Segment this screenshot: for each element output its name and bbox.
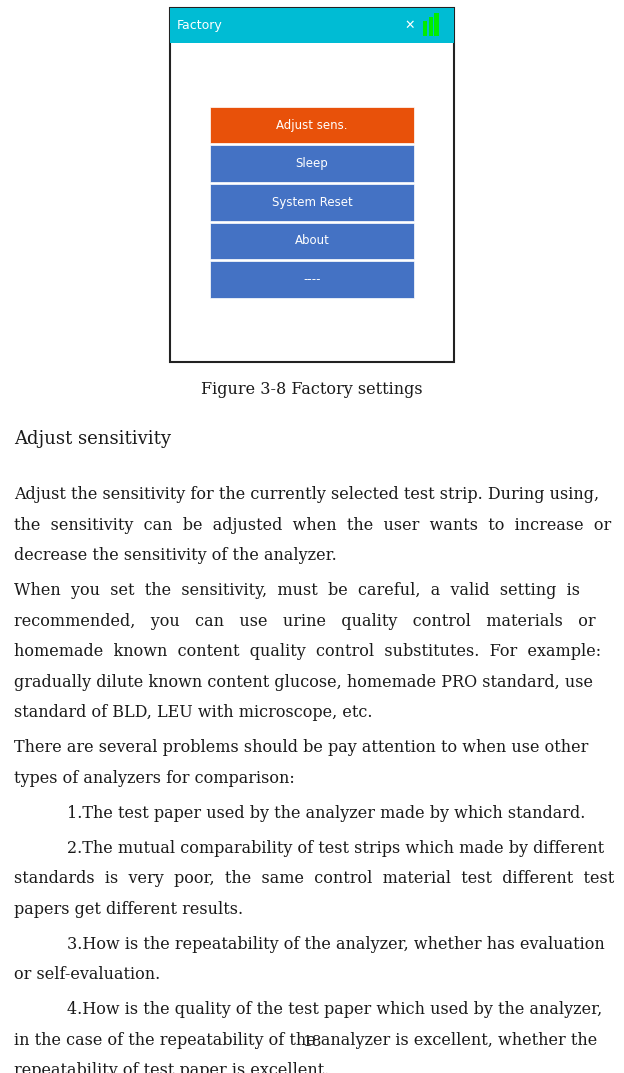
Text: repeatability of test paper is excellent.: repeatability of test paper is excellent… (14, 1062, 329, 1073)
FancyBboxPatch shape (210, 106, 414, 144)
Text: recommended,   you   can   use   urine   quality   control   materials   or: recommended, you can use urine quality c… (14, 613, 595, 630)
FancyBboxPatch shape (210, 261, 414, 297)
Text: in the case of the repeatability of the analyzer is excellent, whether the: in the case of the repeatability of the … (14, 1032, 597, 1048)
Text: types of analyzers for comparison:: types of analyzers for comparison: (14, 770, 295, 787)
FancyBboxPatch shape (429, 17, 433, 36)
Text: Adjust sensitivity: Adjust sensitivity (14, 430, 171, 449)
Text: Adjust the sensitivity for the currently selected test strip. During using,: Adjust the sensitivity for the currently… (14, 486, 599, 503)
Text: decrease the sensitivity of the analyzer.: decrease the sensitivity of the analyzer… (14, 547, 336, 564)
Text: gradually dilute known content glucose, homemade PRO standard, use: gradually dilute known content glucose, … (14, 674, 593, 691)
FancyBboxPatch shape (210, 222, 414, 259)
Text: Adjust sens.: Adjust sens. (276, 118, 348, 132)
FancyBboxPatch shape (210, 145, 414, 182)
Text: 4.How is the quality of the test paper which used by the analyzer,: 4.How is the quality of the test paper w… (67, 1001, 602, 1018)
Text: the  sensitivity  can  be  adjusted  when  the  user  wants  to  increase  or: the sensitivity can be adjusted when the… (14, 517, 611, 533)
Text: There are several problems should be pay attention to when use other: There are several problems should be pay… (14, 739, 588, 756)
FancyBboxPatch shape (170, 8, 454, 43)
Text: About: About (295, 234, 329, 248)
Text: homemade  known  content  quality  control  substitutes.  For  example:: homemade known content quality control s… (14, 644, 601, 660)
Text: or self-evaluation.: or self-evaluation. (14, 967, 160, 983)
Text: 1.The test paper used by the analyzer made by which standard.: 1.The test paper used by the analyzer ma… (67, 805, 585, 822)
Text: 2.The mutual comparability of test strips which made by different: 2.The mutual comparability of test strip… (67, 840, 604, 856)
Text: 3.How is the repeatability of the analyzer, whether has evaluation: 3.How is the repeatability of the analyz… (67, 936, 605, 953)
FancyBboxPatch shape (170, 8, 454, 362)
Text: papers get different results.: papers get different results. (14, 901, 243, 917)
FancyBboxPatch shape (423, 21, 427, 36)
Text: 18: 18 (302, 1035, 322, 1049)
Text: ----: ---- (303, 273, 321, 286)
Text: standard of BLD, LEU with microscope, etc.: standard of BLD, LEU with microscope, et… (14, 705, 373, 721)
FancyBboxPatch shape (210, 183, 414, 220)
Text: standards  is  very  poor,  the  same  control  material  test  different  test: standards is very poor, the same control… (14, 870, 614, 887)
Text: Figure 3-8 Factory settings: Figure 3-8 Factory settings (201, 381, 423, 398)
Text: Factory: Factory (177, 18, 223, 32)
Text: System Reset: System Reset (271, 195, 353, 209)
Text: ✕: ✕ (404, 18, 414, 32)
FancyBboxPatch shape (434, 13, 439, 36)
Text: Sleep: Sleep (296, 157, 328, 171)
Text: When  you  set  the  sensitivity,  must  be  careful,  a  valid  setting  is: When you set the sensitivity, must be ca… (14, 583, 580, 599)
